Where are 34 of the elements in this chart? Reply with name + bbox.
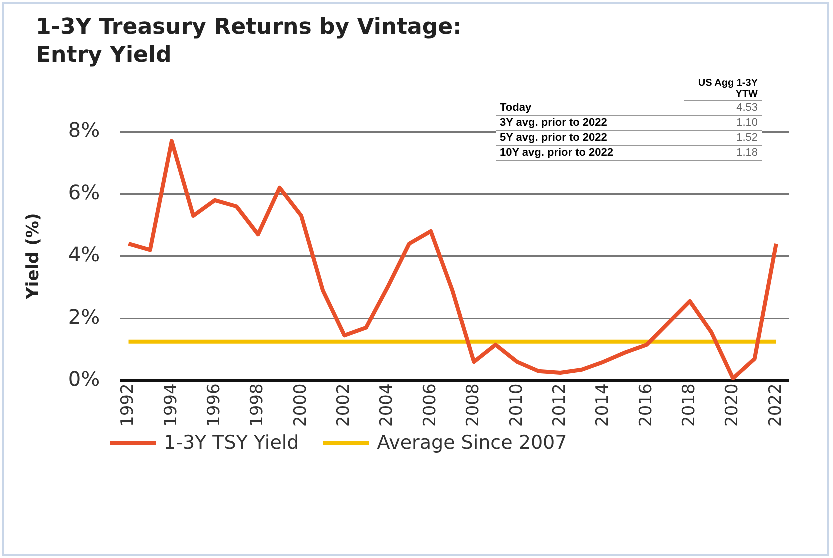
x-tick-label: 2020 <box>722 384 743 427</box>
y-axis-title: Yield (%) <box>24 213 44 300</box>
annotation: 1.52 <box>684 130 762 146</box>
annotation: 10Y avg. prior to 2022 <box>496 146 684 160</box>
y-tick-label: 0% <box>68 366 100 391</box>
text: 4.53 <box>684 100 762 116</box>
x-tick-label: 2002 <box>334 384 354 427</box>
x-tick-label: 1996 <box>204 384 225 427</box>
x-tick-label: 2010 <box>506 384 527 427</box>
x-tick-label: 2012 <box>550 384 570 427</box>
x-tick-label: 2016 <box>636 384 656 427</box>
x-tick-label: 1998 <box>248 384 268 427</box>
x-tick-label: 2014 <box>593 384 614 427</box>
x-tick-label: 2000 <box>290 384 311 427</box>
text: 3Y avg. prior to 2022 <box>496 116 684 130</box>
y-tick-label: 2% <box>68 304 100 329</box>
x-tick-label: 2022 <box>766 384 786 427</box>
text: 1.10 <box>684 116 762 130</box>
x-tick-label: 1994 <box>161 384 182 427</box>
y-tick-label: 6% <box>68 180 100 204</box>
x-tick-label: 2018 <box>679 384 700 427</box>
annotation: 5Y avg. prior to 2022 <box>496 130 684 146</box>
legend-label: 1-3Y TSY Yield <box>164 432 300 454</box>
x-tick-label: 1992 <box>118 384 138 427</box>
legend-label: Average Since 2007 <box>377 432 568 454</box>
y-tick-label: 8% <box>68 118 100 142</box>
annotation: 1.18 <box>684 146 762 160</box>
chart-title: 1-3Y Treasury Returns by Vintage: Entry Yield <box>36 14 463 70</box>
text: Today <box>496 100 684 116</box>
text: US Agg 1-3Y YTW <box>684 78 762 100</box>
x-tick-label: 2008 <box>464 384 484 427</box>
y-tick-label: 4% <box>68 242 100 267</box>
x-tick-label: 2004 <box>377 384 398 427</box>
x-tick-label: 2006 <box>420 384 440 427</box>
